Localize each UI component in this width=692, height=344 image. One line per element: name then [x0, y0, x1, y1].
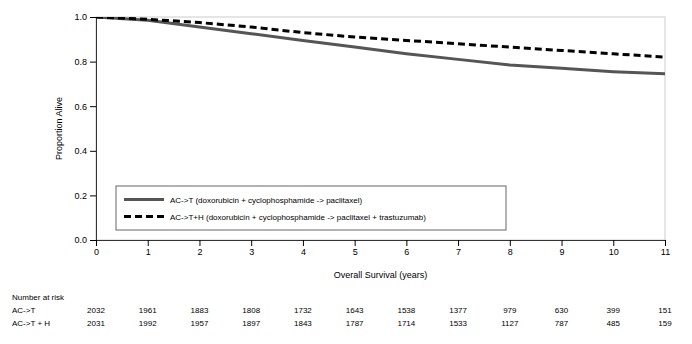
- x-tick: 7: [456, 240, 461, 257]
- x-tick-mark: [96, 240, 97, 246]
- x-tick: 10: [609, 240, 619, 257]
- survival-line: [96, 17, 665, 74]
- x-tick: 5: [353, 240, 358, 257]
- risk-count: 2031: [87, 319, 105, 328]
- risk-table-title: Number at risk: [12, 293, 65, 302]
- x-tick-label: 10: [609, 247, 619, 257]
- x-tick-label: 4: [301, 247, 306, 257]
- y-tick-label: 0.6: [74, 102, 87, 112]
- x-tick: 1: [146, 240, 151, 257]
- y-tick-mark: [90, 195, 96, 196]
- legend-label: AC->T+H (doxorubicin + cyclophosphamide …: [170, 213, 426, 222]
- risk-count: 979: [503, 306, 517, 315]
- x-tick-label: 5: [353, 247, 358, 257]
- y-tick: 0.0: [74, 235, 96, 245]
- risk-count: 1127: [501, 319, 519, 328]
- risk-count: 1957: [191, 319, 209, 328]
- y-tick: 0.6: [74, 102, 96, 112]
- legend-box: [116, 186, 506, 230]
- x-tick-mark: [510, 240, 511, 246]
- x-tick-label: 0: [94, 247, 99, 257]
- y-tick-mark: [90, 240, 96, 241]
- y-tick: 0.2: [74, 191, 96, 201]
- risk-count: 151: [658, 306, 672, 315]
- y-axis-title: Proportion Alive: [54, 97, 64, 160]
- risk-count: 630: [555, 306, 569, 315]
- x-tick-mark: [665, 240, 666, 246]
- x-tick: 6: [404, 240, 409, 257]
- legend-label: AC->T (doxorubicin + cyclophosphamide ->…: [170, 196, 363, 205]
- x-tick-mark: [199, 240, 200, 246]
- y-tick-mark: [90, 151, 96, 152]
- x-tick-label: 7: [456, 247, 461, 257]
- legend-swatch: [124, 215, 164, 218]
- y-tick-label: 0.4: [74, 146, 87, 156]
- risk-count: 1843: [294, 319, 312, 328]
- legend: AC->T (doxorubicin + cyclophosphamide ->…: [116, 186, 506, 230]
- x-axis-line: [97, 240, 666, 241]
- survival-line: [96, 17, 665, 57]
- plot-frame: [96, 17, 665, 240]
- x-tick-mark: [562, 240, 563, 246]
- risk-table: Number at risk AC->T 2032 1961 1883 1808 1732 1…: [12, 293, 672, 328]
- y-tick-mark: [90, 62, 96, 63]
- risk-row-label: AC->T + H: [12, 319, 50, 328]
- x-axis: 0 1 2 3 4 5 6 7 8 9 10 11: [94, 240, 670, 257]
- legend-swatch: [124, 198, 164, 201]
- x-tick-mark: [303, 240, 304, 246]
- x-tick: 3: [249, 240, 254, 257]
- x-tick-label: 2: [197, 247, 202, 257]
- y-tick: 0.8: [74, 57, 96, 67]
- risk-count: 1732: [294, 306, 312, 315]
- y-tick-label: 0.8: [74, 57, 87, 67]
- risk-count: 485: [607, 319, 621, 328]
- y-tick-label: 1.0: [74, 12, 87, 22]
- risk-count: 1808: [242, 306, 260, 315]
- risk-count: 1643: [346, 306, 364, 315]
- y-axis: 0.0 0.2 0.4 0.6 0.8 1.0: [74, 12, 96, 245]
- y-tick-label: 0.2: [74, 191, 87, 201]
- x-tick-label: 8: [508, 247, 513, 257]
- x-tick-label: 1: [146, 247, 151, 257]
- x-tick-mark: [355, 240, 356, 246]
- x-tick-label: 11: [661, 247, 670, 257]
- x-tick-label: 3: [249, 247, 254, 257]
- risk-count: 1377: [449, 306, 467, 315]
- y-tick: 0.4: [74, 146, 96, 156]
- x-tick-mark: [251, 240, 252, 246]
- x-tick: 2: [197, 240, 202, 257]
- risk-count: 1992: [139, 319, 157, 328]
- y-tick-label: 0.0: [74, 235, 87, 245]
- x-tick: 8: [508, 240, 513, 257]
- risk-count: 1533: [449, 319, 467, 328]
- risk-count: 1883: [191, 306, 209, 315]
- risk-count: 787: [555, 319, 569, 328]
- x-axis-title: Overall Survival (years): [334, 270, 428, 280]
- x-tick-label: 9: [560, 247, 565, 257]
- risk-row-label: AC->T: [12, 306, 35, 315]
- risk-count: 2032: [87, 306, 105, 315]
- x-tick: 11: [661, 240, 670, 257]
- y-tick-mark: [90, 106, 96, 107]
- y-axis-line: [96, 18, 97, 241]
- y-tick-mark: [90, 17, 96, 18]
- x-tick-mark: [406, 240, 407, 246]
- risk-count: 1897: [242, 319, 260, 328]
- x-tick: 4: [301, 240, 306, 257]
- x-tick: 0: [94, 240, 99, 257]
- risk-count: 399: [607, 306, 621, 315]
- risk-count: 1714: [397, 319, 415, 328]
- lines: [96, 17, 665, 74]
- y-tick: 1.0: [74, 12, 96, 22]
- x-tick-mark: [613, 240, 614, 246]
- x-tick-mark: [458, 240, 459, 246]
- risk-count: 1538: [397, 306, 415, 315]
- x-tick-mark: [148, 240, 149, 246]
- x-tick-label: 6: [404, 247, 409, 257]
- x-tick: 9: [560, 240, 565, 257]
- risk-count: 159: [658, 319, 672, 328]
- chart: 0.0 0.2 0.4 0.6 0.8 1.0 0 1 2 3 4 5 6 7 8 9 10 11 Proporti…: [0, 0, 692, 344]
- risk-count: 1961: [139, 306, 157, 315]
- risk-count: 1787: [346, 319, 364, 328]
